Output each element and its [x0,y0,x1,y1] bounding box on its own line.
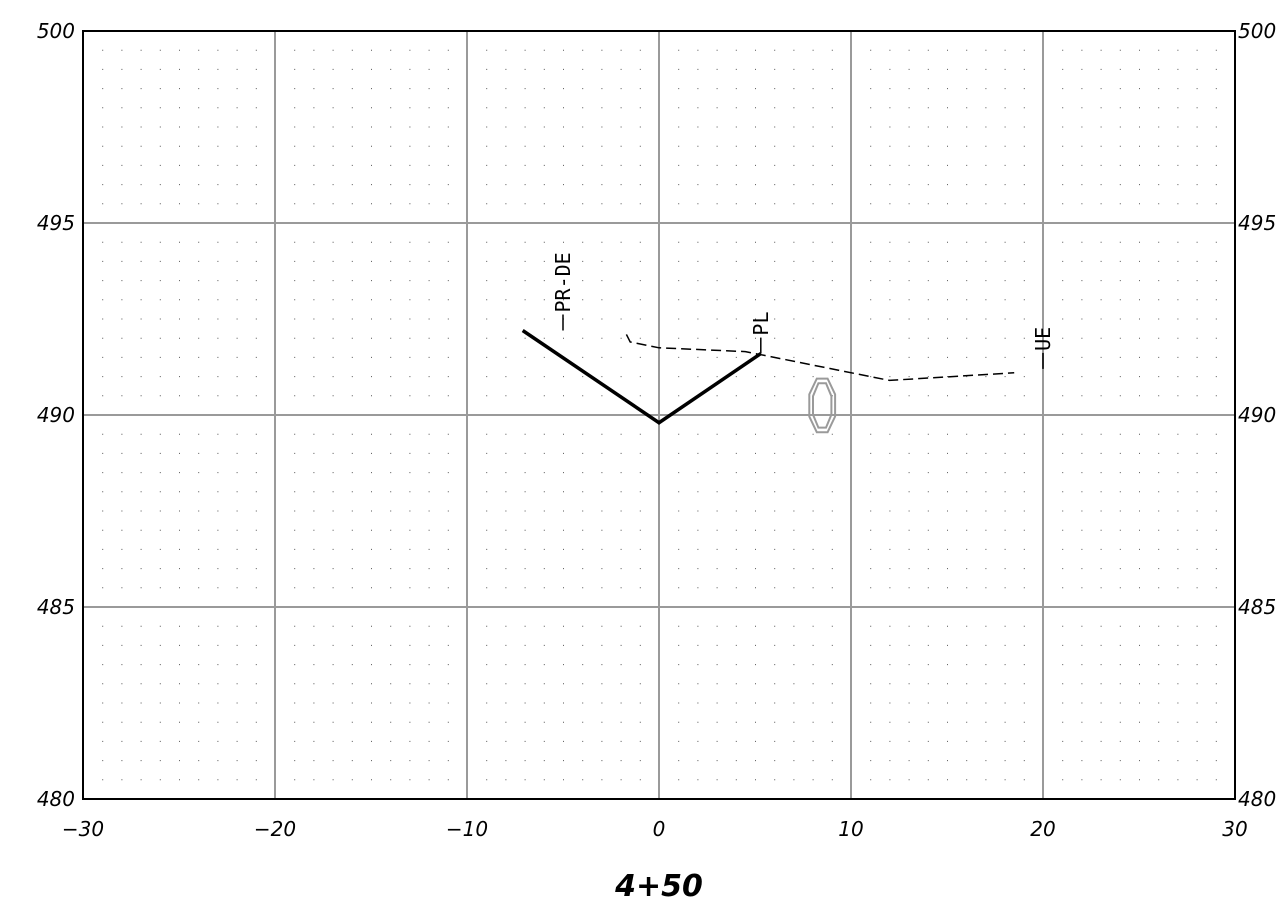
y-tick-label-right: 480 [1238,787,1276,811]
y-tick-label-left: 485 [37,595,75,619]
x-tick-label: 10 [838,817,863,841]
series-existing-line [625,334,1015,382]
annotation-label: PL [749,312,773,336]
x-tick-label: −10 [446,817,488,841]
y-tick-label-right: 495 [1238,211,1276,235]
annotation-layer: PR-DE PL UE [551,252,1055,369]
x-tick-label: 20 [1030,817,1055,841]
x-tick-label: −20 [254,817,296,841]
x-tick-label: −30 [62,817,104,841]
y-tick-label-right: 490 [1238,403,1276,427]
minor-grid-dots [102,49,1217,781]
annotation-group: PL [749,312,773,354]
station-label: 4+50 [614,869,703,904]
annotation-group: PR-DE [551,252,575,331]
pipe-outer [808,377,837,434]
tick-labels: −30 −20 −10 0 10 20 30 480 480 485 485 490 490 495 495… [37,19,1276,841]
y-tick-label-right: 485 [1238,595,1276,619]
y-tick-label-left: 490 [37,403,75,427]
plot-frame [82,30,1236,800]
pipe-inner [812,382,833,429]
y-tick-label-left: 480 [37,787,75,811]
annotation-label: UE [1031,327,1055,351]
pipe-layer [808,377,837,434]
y-tick-label-right: 500 [1238,19,1276,43]
y-tick-label-left: 495 [37,211,75,235]
major-grid [83,31,1235,799]
series-layer [521,329,1015,425]
annotation-label: PR-DE [551,252,575,312]
y-tick-label-left: 500 [37,19,75,43]
annotation-group: UE [1031,327,1055,369]
minor-grid-dot-path [102,49,1217,781]
series-proposed-line [521,329,762,425]
x-tick-label: 0 [653,817,666,841]
x-tick-label: 30 [1222,817,1247,841]
